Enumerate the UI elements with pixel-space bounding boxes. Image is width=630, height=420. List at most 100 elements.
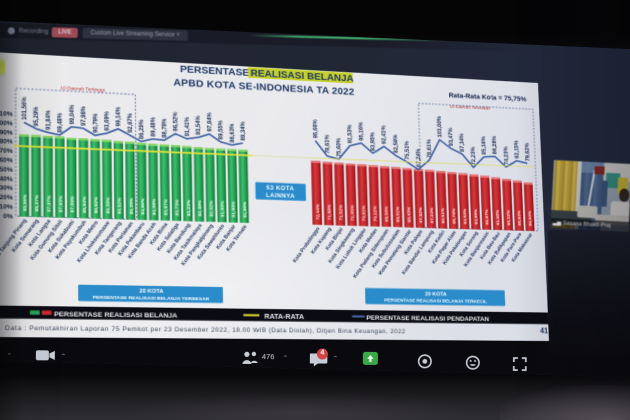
svg-text:91,41%: 91,41% xyxy=(184,116,191,136)
svg-text:84,66%: 84,66% xyxy=(140,198,146,215)
svg-text:86,62%: 86,62% xyxy=(94,196,100,213)
svg-text:86,63%: 86,63% xyxy=(229,123,236,143)
svg-text:10 Daerah Tertinggi: 10 Daerah Tertinggi xyxy=(60,85,104,93)
svg-text:67,24%: 67,24% xyxy=(429,207,435,223)
svg-text:72,23%: 72,23% xyxy=(470,146,477,165)
svg-text:50%: 50% xyxy=(0,166,13,173)
svg-text:72,44%: 72,44% xyxy=(315,203,321,220)
svg-text:81,86%: 81,86% xyxy=(242,201,248,218)
svg-text:93,47%: 93,47% xyxy=(448,127,455,146)
svg-text:65,78%: 65,78% xyxy=(451,208,457,224)
svg-text:62,87%: 62,87% xyxy=(484,209,490,225)
svg-text:70,12%: 70,12% xyxy=(373,205,379,221)
svg-text:100%: 100% xyxy=(0,120,13,128)
svg-text:71,52%: 71,52% xyxy=(338,204,344,220)
svg-text:95,29%: 95,29% xyxy=(33,106,40,127)
svg-text:82,49%: 82,49% xyxy=(197,200,203,217)
svg-text:61,58%: 61,58% xyxy=(495,209,501,225)
svg-text:71,05%: 71,05% xyxy=(350,205,356,221)
svg-text:75,51%: 75,51% xyxy=(404,140,411,159)
svg-text:63,99%: 63,99% xyxy=(473,209,479,225)
svg-text:103,00%: 103,00% xyxy=(436,115,443,137)
svg-text:10%: 10% xyxy=(0,204,13,211)
svg-text:99,04%: 99,04% xyxy=(68,104,75,125)
svg-text:93,54%: 93,54% xyxy=(195,115,202,135)
svg-text:87,09%: 87,09% xyxy=(70,196,76,213)
svg-text:60%: 60% xyxy=(0,157,13,164)
svg-text:87,93%: 87,93% xyxy=(58,195,64,212)
svg-text:92,67%: 92,67% xyxy=(127,113,134,133)
svg-text:71,88%: 71,88% xyxy=(327,204,333,220)
svg-text:101,56%: 101,56% xyxy=(21,96,28,120)
svg-text:99,14%: 99,14% xyxy=(115,106,122,126)
svg-text:95,66%: 95,66% xyxy=(312,119,319,139)
svg-text:91,53%: 91,53% xyxy=(347,124,354,144)
svg-text:82,15%: 82,15% xyxy=(513,140,520,159)
svg-text:110%: 110% xyxy=(0,111,13,119)
svg-text:89,34%: 89,34% xyxy=(240,121,247,141)
svg-text:88,56%: 88,56% xyxy=(22,194,28,211)
svg-text:86,38%: 86,38% xyxy=(105,197,111,214)
svg-text:97,84%: 97,84% xyxy=(206,112,213,132)
svg-text:84,09%: 84,09% xyxy=(152,198,158,215)
svg-text:PERSENTASE REALISASI BELANJA: PERSENTASE REALISASI BELANJA xyxy=(54,311,177,319)
svg-text:67,82%: 67,82% xyxy=(418,207,424,223)
svg-text:66,51%: 66,51% xyxy=(440,208,446,224)
svg-text:69,01%: 69,01% xyxy=(395,206,401,222)
svg-text:86,29%: 86,29% xyxy=(138,119,145,139)
svg-text:86,26%: 86,26% xyxy=(492,135,499,154)
svg-text:87,97%: 87,97% xyxy=(46,195,52,212)
svg-text:78,61%: 78,61% xyxy=(324,134,331,154)
svg-text:89,48%: 89,48% xyxy=(57,112,64,133)
svg-text:67,24%: 67,24% xyxy=(415,148,422,167)
svg-text:90,79%: 90,79% xyxy=(92,113,99,133)
svg-text:88,78%: 88,78% xyxy=(161,118,168,138)
svg-text:87,34%: 87,34% xyxy=(459,133,466,152)
svg-text:64,93%: 64,93% xyxy=(462,208,468,224)
svg-text:89,48%: 89,48% xyxy=(150,117,157,137)
svg-text:82,58%: 82,58% xyxy=(392,134,399,153)
svg-text:75,60%: 75,60% xyxy=(336,137,343,157)
svg-text:85,16%: 85,16% xyxy=(481,136,488,155)
svg-text:92,41%: 92,41% xyxy=(381,125,388,144)
svg-text:PERSENTASE REALISASI PENDAPATA: PERSENTASE REALISASI PENDAPATAN xyxy=(366,315,489,323)
svg-text:81,98%: 81,98% xyxy=(231,201,237,218)
svg-text:85,52%: 85,52% xyxy=(117,197,123,214)
svg-text:69,58%: 69,58% xyxy=(384,206,390,222)
svg-text:58,64%: 58,64% xyxy=(517,210,523,226)
svg-text:PERSENTASE: PERSENTASE xyxy=(180,64,249,79)
svg-text:95,16%: 95,16% xyxy=(358,121,365,141)
svg-text:83,73%: 83,73% xyxy=(175,199,181,216)
svg-text:10 Daerah Terendah: 10 Daerah Terendah xyxy=(450,104,491,111)
svg-text:96,52%: 96,52% xyxy=(172,111,179,131)
svg-text:20%: 20% xyxy=(0,194,13,201)
svg-text:86,94%: 86,94% xyxy=(82,196,88,213)
svg-text:93,69%: 93,69% xyxy=(104,111,111,131)
svg-text:82,02%: 82,02% xyxy=(209,200,215,217)
svg-text:79,62%: 79,62% xyxy=(524,142,531,161)
svg-text:RATA-RATA: RATA-RATA xyxy=(264,312,305,321)
svg-text:70%: 70% xyxy=(0,148,13,155)
svg-text:70,61%: 70,61% xyxy=(361,205,367,221)
svg-text:30%: 30% xyxy=(0,185,13,192)
svg-text:56,83%: 56,83% xyxy=(528,210,534,226)
svg-text:PERSENTASE REALISASI BELANJA T: PERSENTASE REALISASI BELANJA TERBESAR xyxy=(93,295,210,302)
svg-text:LAINNYA: LAINNYA xyxy=(266,192,295,199)
svg-text:68,43%: 68,43% xyxy=(407,206,413,222)
svg-text:41: 41 xyxy=(540,327,549,335)
svg-text:97,98%: 97,98% xyxy=(80,106,87,127)
svg-text:80%: 80% xyxy=(0,138,13,145)
svg-text:PERSENTASE REALISASI BELANJA T: PERSENTASE REALISASI BELANJA TERKECIL xyxy=(384,298,487,305)
svg-text:88,37%: 88,37% xyxy=(34,194,40,211)
svg-text:0%: 0% xyxy=(3,213,13,220)
svg-text:20 KOTA: 20 KOTA xyxy=(425,292,447,298)
svg-text:74,23%: 74,23% xyxy=(503,146,510,165)
svg-text:89,55%: 89,55% xyxy=(218,120,225,140)
svg-text:91,84%: 91,84% xyxy=(45,109,52,130)
svg-text:83,23%: 83,23% xyxy=(186,199,192,216)
svg-text:83,95%: 83,95% xyxy=(370,132,377,151)
svg-text:60,12%: 60,12% xyxy=(506,210,512,226)
svg-text:81,99%: 81,99% xyxy=(220,200,226,217)
svg-text:85,39%: 85,39% xyxy=(129,197,135,214)
svg-text:90%: 90% xyxy=(0,129,13,136)
